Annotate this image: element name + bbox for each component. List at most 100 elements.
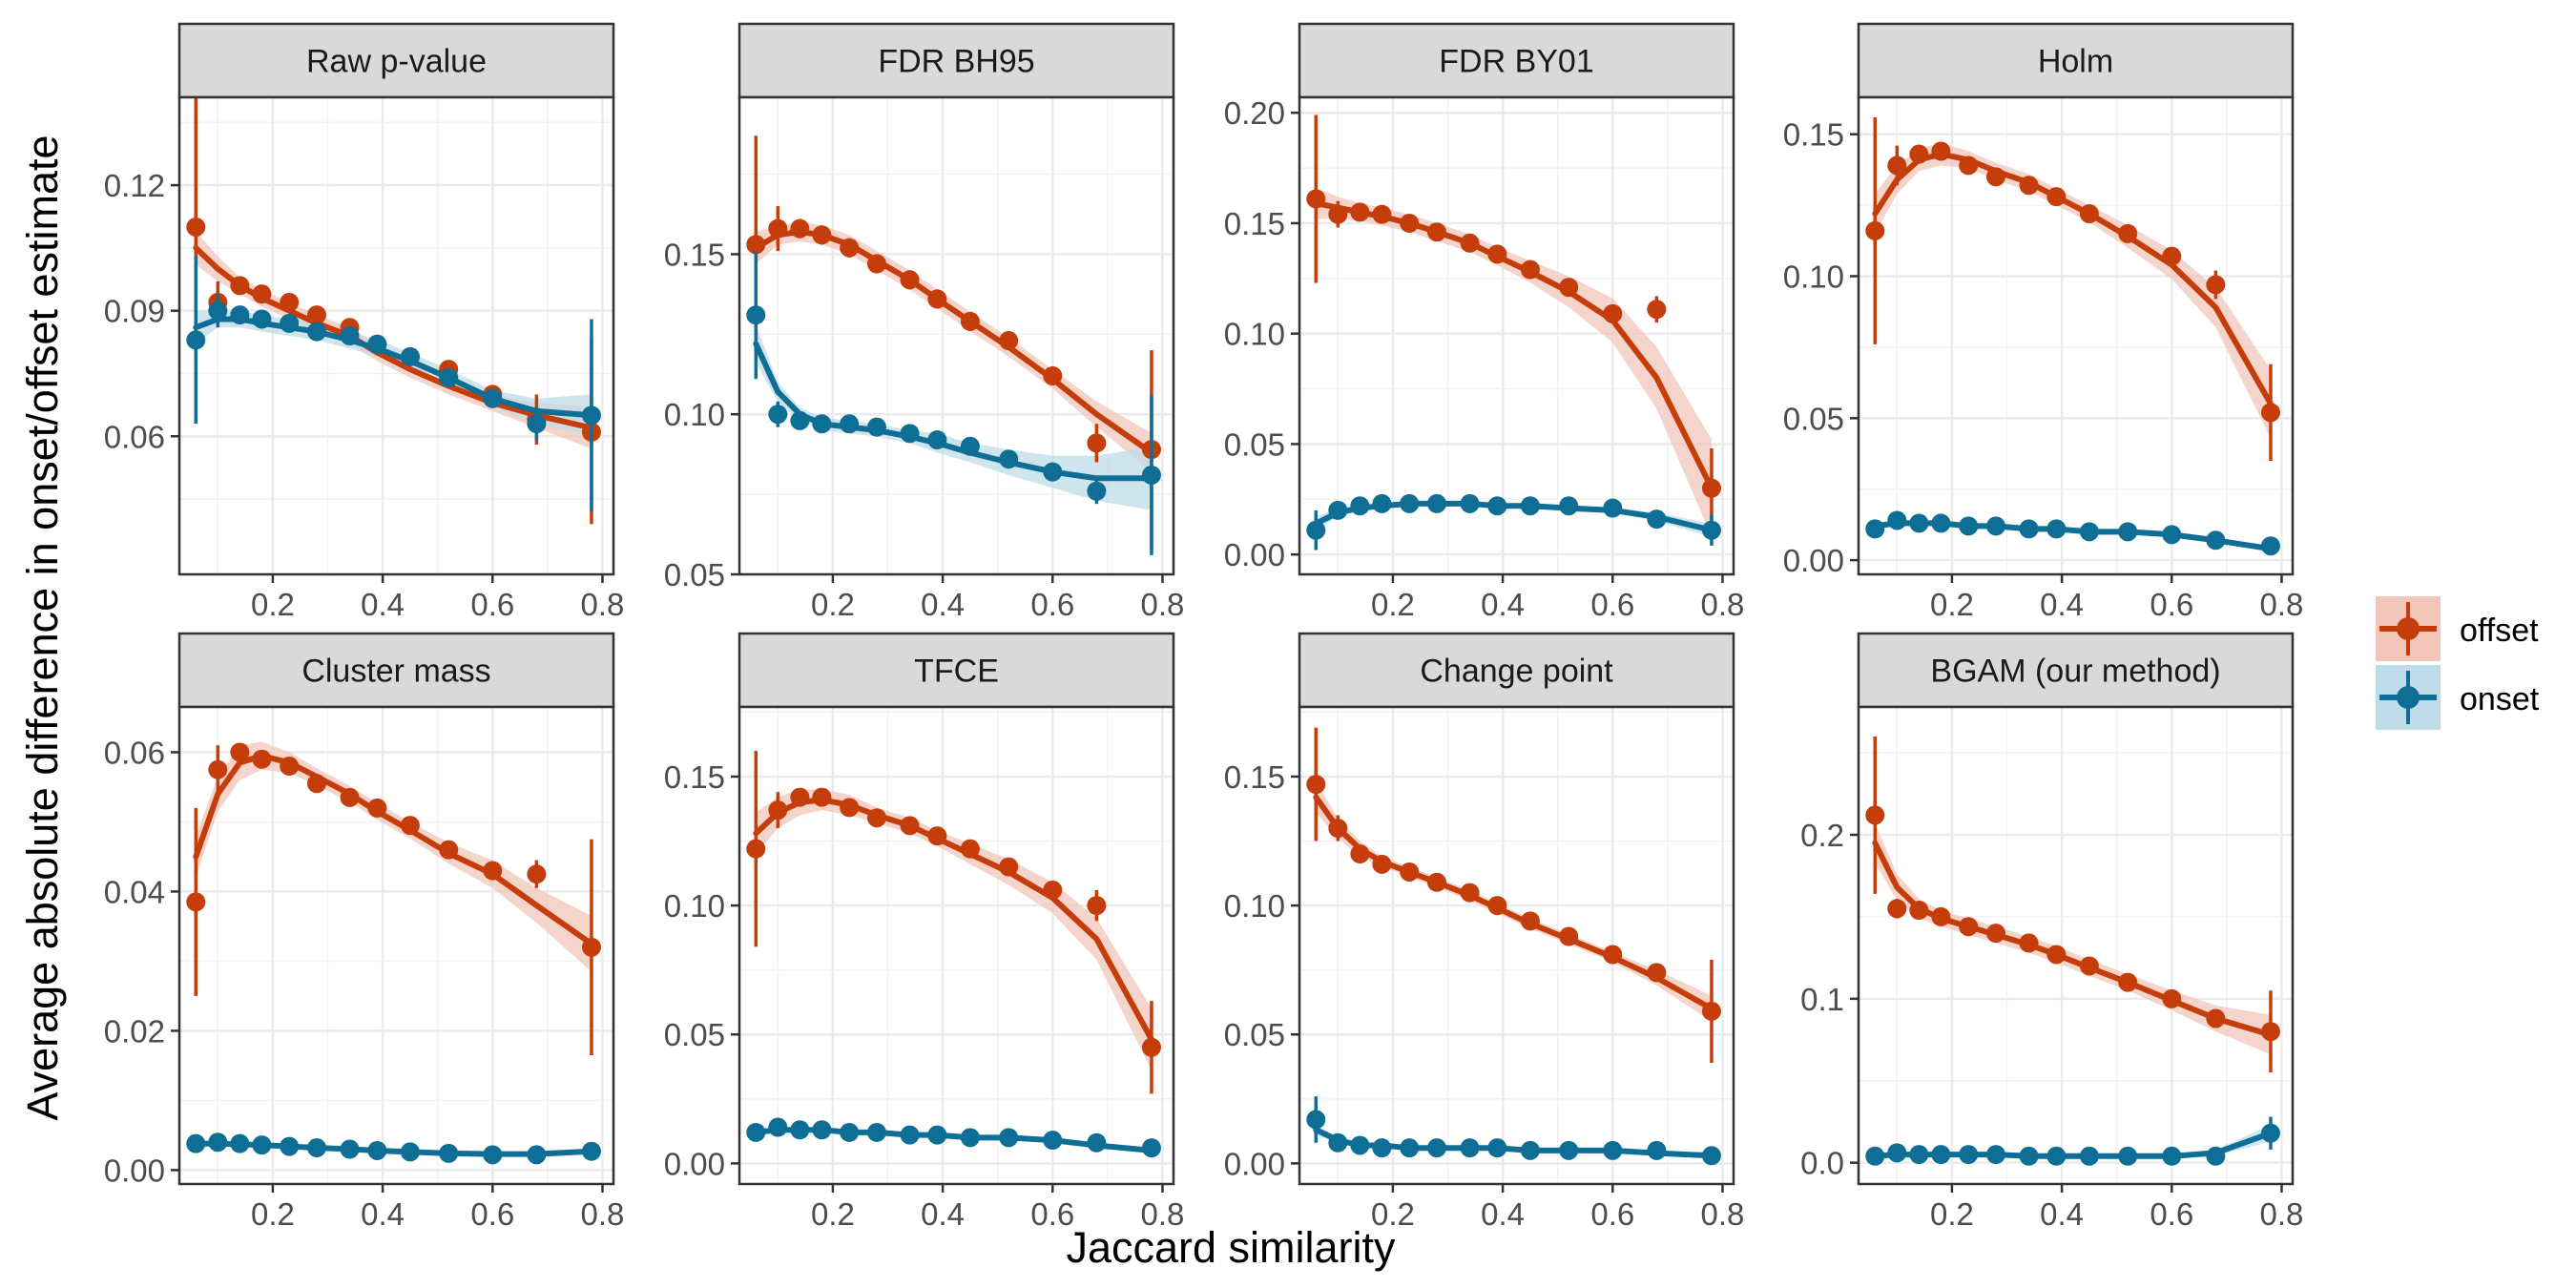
point-onset xyxy=(812,414,832,434)
point-offset xyxy=(400,816,420,836)
point-onset xyxy=(1087,1132,1107,1153)
x-tick-label: 0.6 xyxy=(1590,1196,1634,1232)
point-onset xyxy=(1959,1145,1979,1165)
point-onset xyxy=(1701,520,1721,540)
x-tick-label: 0.2 xyxy=(1371,1196,1415,1232)
point-offset xyxy=(2079,956,2099,976)
panel-raw-p-value: Raw p-value 0.2 0.4 0.6 0.8 0.06 0.09 0.12 xyxy=(104,22,624,622)
y-tick-label: 0.10 xyxy=(664,397,725,432)
y-tick-label: 0.10 xyxy=(1224,317,1285,352)
y-tick-label: 0.04 xyxy=(104,874,165,909)
plot-background xyxy=(739,97,1174,574)
point-onset xyxy=(1909,513,1929,533)
y-tick-label: 0.15 xyxy=(1224,206,1285,241)
point-onset xyxy=(280,313,300,333)
data-layer xyxy=(1306,727,1721,1166)
point-offset xyxy=(306,774,326,794)
y-tick-label: 0.1 xyxy=(1800,982,1844,1017)
data-layer xyxy=(1865,736,2280,1166)
point-onset xyxy=(768,1117,788,1137)
x-tick-label: 0.6 xyxy=(1030,1196,1074,1232)
point-onset xyxy=(483,1145,503,1165)
point-onset xyxy=(1350,1135,1370,1155)
point-onset xyxy=(746,305,766,325)
point-onset xyxy=(1559,1140,1579,1160)
point-offset xyxy=(280,292,300,312)
point-offset xyxy=(1426,222,1446,242)
point-offset xyxy=(1141,1037,1161,1057)
point-onset xyxy=(2079,1146,2099,1166)
point-onset xyxy=(1328,1132,1348,1153)
point-offset xyxy=(527,864,547,884)
x-tick-label: 0.2 xyxy=(251,1196,295,1232)
point-onset xyxy=(1603,498,1623,518)
point-onset xyxy=(1909,1145,1929,1165)
strip-raw-p-value xyxy=(177,22,615,99)
point-offset xyxy=(1372,204,1392,224)
point-offset xyxy=(2046,187,2067,207)
point-offset xyxy=(1400,862,1420,882)
panel-border xyxy=(1298,95,1735,576)
point-onset xyxy=(208,301,228,321)
point-offset xyxy=(439,840,459,860)
y-tick-label: 0.00 xyxy=(1224,537,1285,572)
point-offset xyxy=(1372,854,1392,874)
y-tick-label: 0.20 xyxy=(1224,95,1285,131)
point-onset xyxy=(1400,1138,1420,1158)
point-offset xyxy=(1487,896,1507,916)
point-onset xyxy=(230,1133,250,1153)
point-onset xyxy=(2019,1146,2039,1166)
point-onset xyxy=(1931,513,1951,533)
point-onset xyxy=(1985,1145,2005,1165)
panel-border xyxy=(1857,705,2295,1186)
point-onset xyxy=(1520,1140,1540,1160)
point-offset xyxy=(999,331,1019,351)
point-onset xyxy=(1426,493,1446,513)
point-onset xyxy=(1959,516,1979,536)
point-offset xyxy=(1603,945,1623,965)
data-layer xyxy=(1306,114,1721,551)
point-offset xyxy=(2206,1008,2226,1028)
point-offset xyxy=(960,311,980,331)
point-onset xyxy=(186,1133,206,1153)
point-offset xyxy=(927,826,947,846)
point-offset xyxy=(900,816,920,836)
panel-tfce: TFCE 0.2 0.4 0.6 0.8 0.00 0.05 0.10 0.15 xyxy=(664,632,1184,1232)
confidence-band-offset xyxy=(1316,187,1712,537)
point-offset xyxy=(1701,1001,1721,1021)
point-onset xyxy=(1306,520,1326,540)
point-offset xyxy=(1306,189,1326,209)
point-offset xyxy=(186,217,206,237)
gridlines xyxy=(1299,707,1734,1184)
point-onset xyxy=(866,1122,886,1142)
point-offset xyxy=(1931,906,1951,926)
legend-label-offset: offset xyxy=(2460,613,2539,649)
strip-fdr-bh95 xyxy=(737,22,1175,99)
y-tick-label: 0.05 xyxy=(1224,1017,1285,1052)
point-onset xyxy=(527,414,547,434)
panel-border xyxy=(177,705,615,1186)
point-onset xyxy=(1087,481,1107,501)
point-onset xyxy=(581,405,601,426)
point-offset xyxy=(746,235,766,255)
point-onset xyxy=(900,1125,920,1145)
point-offset xyxy=(252,749,272,769)
plot-background xyxy=(1299,97,1734,574)
legend-item-offset: offset xyxy=(2376,596,2539,661)
point-offset xyxy=(2118,223,2138,243)
x-tick-label: 0.4 xyxy=(921,587,965,622)
point-offset xyxy=(186,892,206,912)
point-onset xyxy=(1400,493,1420,513)
point-offset xyxy=(1985,924,2005,944)
x-tick-label: 0.8 xyxy=(2260,1196,2304,1232)
strip-change-point xyxy=(1298,632,1735,709)
point-onset xyxy=(581,1141,601,1161)
strip-label-bgam-our-method: BGAM (our method) xyxy=(1930,654,2220,690)
confidence-band-offset xyxy=(1875,142,2271,439)
point-offset xyxy=(840,238,860,258)
x-tick-label: 0.4 xyxy=(361,1196,405,1232)
y-tick-label: 0.09 xyxy=(104,294,165,329)
point-offset xyxy=(2046,945,2067,965)
point-onset xyxy=(2046,1146,2067,1166)
plot-background xyxy=(179,707,613,1184)
